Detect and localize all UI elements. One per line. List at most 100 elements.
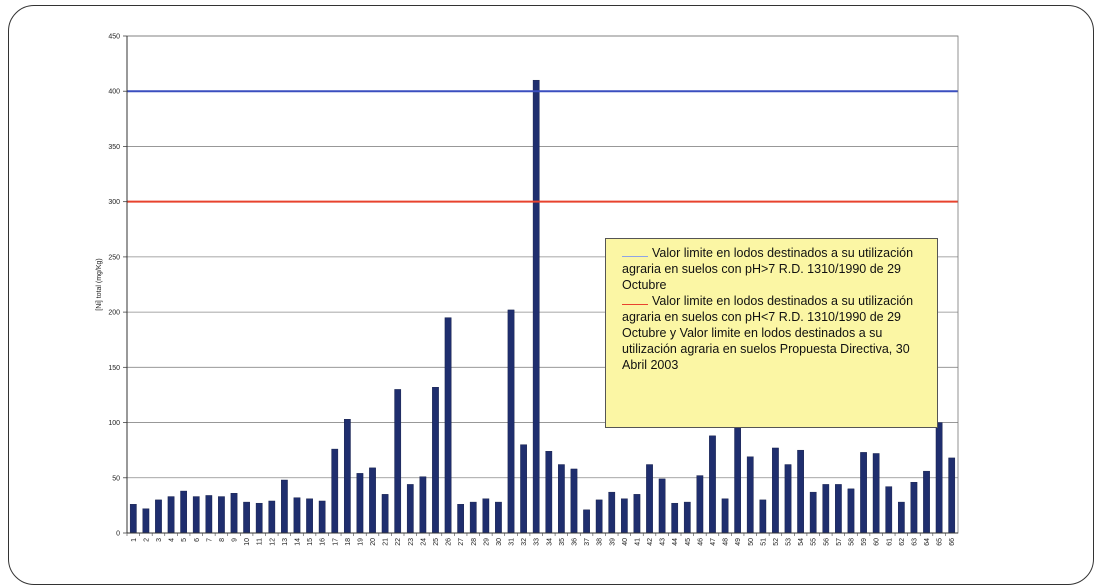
reference-lines <box>127 90 958 203</box>
x-tick-label: 33 <box>534 538 541 546</box>
bar <box>255 502 263 534</box>
x-tick-label: 55 <box>811 538 818 546</box>
bar <box>406 484 414 534</box>
bar <box>721 498 729 534</box>
y-tick-labels: 0 50 100 150 200 250 300 350 400 450 <box>108 34 120 538</box>
y-tick-label: 300 <box>108 199 120 206</box>
x-tick-label: 52 <box>773 538 780 546</box>
x-tick-label: 18 <box>345 538 352 546</box>
bar <box>444 317 452 534</box>
x-tick-label: 42 <box>647 538 654 546</box>
x-tick-label: 28 <box>471 538 478 546</box>
x-tick-label: 1 <box>131 538 138 542</box>
bar <box>897 501 905 534</box>
bar <box>306 498 313 534</box>
bar <box>847 488 855 534</box>
bar <box>809 491 817 534</box>
x-tick-label: 53 <box>786 538 793 546</box>
bar <box>558 464 565 534</box>
x-tick-label: 37 <box>584 538 591 546</box>
x-tick-label: 47 <box>710 538 717 546</box>
x-tick-label: 4 <box>169 538 176 542</box>
bar <box>218 496 225 534</box>
legend: Valor limite en lodos destinados a su ut… <box>605 238 938 428</box>
bar <box>482 498 490 534</box>
bar <box>281 479 288 534</box>
x-tick-label: 5 <box>181 538 188 542</box>
x-tick-label: 63 <box>911 538 918 546</box>
bar <box>772 447 779 534</box>
x-tick-label: 62 <box>899 538 906 546</box>
legend-text: Valor limite en lodos destinados a su ut… <box>622 246 914 292</box>
bar <box>155 499 162 534</box>
legend-text: Valor limite en lodos destinados a su ut… <box>622 294 914 372</box>
bar <box>545 451 553 534</box>
bar <box>658 478 666 534</box>
y-tick-label: 400 <box>108 89 120 96</box>
x-tick-label: 43 <box>660 538 667 546</box>
bar <box>759 499 767 534</box>
x-tick-label: 50 <box>748 538 755 546</box>
x-tick-label: 59 <box>861 538 868 546</box>
y-tick-label: 200 <box>108 310 120 317</box>
x-tick-label: 11 <box>257 538 264 545</box>
bar <box>180 490 188 534</box>
x-tick-label: 35 <box>559 538 566 546</box>
bar <box>356 473 364 534</box>
x-tick-label: 38 <box>597 538 604 546</box>
bar <box>142 508 150 534</box>
x-tick-label: 21 <box>383 538 390 546</box>
x-tick-label: 31 <box>509 538 516 546</box>
x-tick-label: 46 <box>697 538 704 546</box>
y-tick-label: 150 <box>108 365 120 372</box>
x-tick-label: 22 <box>395 538 402 546</box>
bar <box>860 452 867 534</box>
bars <box>129 79 956 534</box>
bar <box>835 484 842 534</box>
bar <box>683 501 691 534</box>
x-tick-label: 39 <box>609 538 616 546</box>
x-tick-label: 16 <box>320 538 327 546</box>
x-tick-label: 20 <box>370 538 377 546</box>
bar <box>369 467 376 534</box>
x-tick-label: 15 <box>307 538 314 546</box>
bar <box>230 493 238 534</box>
bar <box>608 491 616 534</box>
x-tick-label: 51 <box>760 538 767 546</box>
y-tick-label: 250 <box>108 254 120 261</box>
x-tick-label: 13 <box>282 538 289 546</box>
bar <box>381 494 389 534</box>
x-tick-label: 44 <box>672 538 679 546</box>
bar <box>797 449 804 534</box>
bar <box>595 499 603 534</box>
y-tick-label: 0 <box>116 531 120 538</box>
bar <box>646 464 653 534</box>
x-tick-label: 27 <box>458 538 465 546</box>
bar <box>520 444 527 534</box>
bar <box>935 422 943 534</box>
bar <box>620 498 628 534</box>
x-tick-label: 57 <box>836 538 843 546</box>
y-tick-label: 350 <box>108 144 120 151</box>
bar <box>268 500 276 534</box>
x-tick-label: 26 <box>446 538 453 546</box>
x-tick-label: 24 <box>420 538 427 546</box>
bar <box>432 387 439 534</box>
x-tick-label: 65 <box>937 538 944 546</box>
bar <box>205 495 213 534</box>
x-tick-label: 32 <box>521 538 528 546</box>
x-tick-label: 8 <box>219 538 226 542</box>
x-tick-label: 41 <box>634 538 641 546</box>
bar <box>419 476 427 534</box>
bar <box>192 496 200 534</box>
bar <box>469 501 477 534</box>
bar <box>318 500 326 534</box>
bar <box>633 494 641 534</box>
x-tick-label: 48 <box>723 538 730 546</box>
x-tick-label: 19 <box>357 538 364 546</box>
y-tick-label: 450 <box>108 34 120 41</box>
legend-entry-ph-below-7: Valor limite en lodos destinados a su ut… <box>622 293 929 373</box>
x-tick-label: 17 <box>332 538 339 546</box>
x-tick-label: 3 <box>156 538 163 542</box>
x-tick-label: 36 <box>571 538 578 546</box>
